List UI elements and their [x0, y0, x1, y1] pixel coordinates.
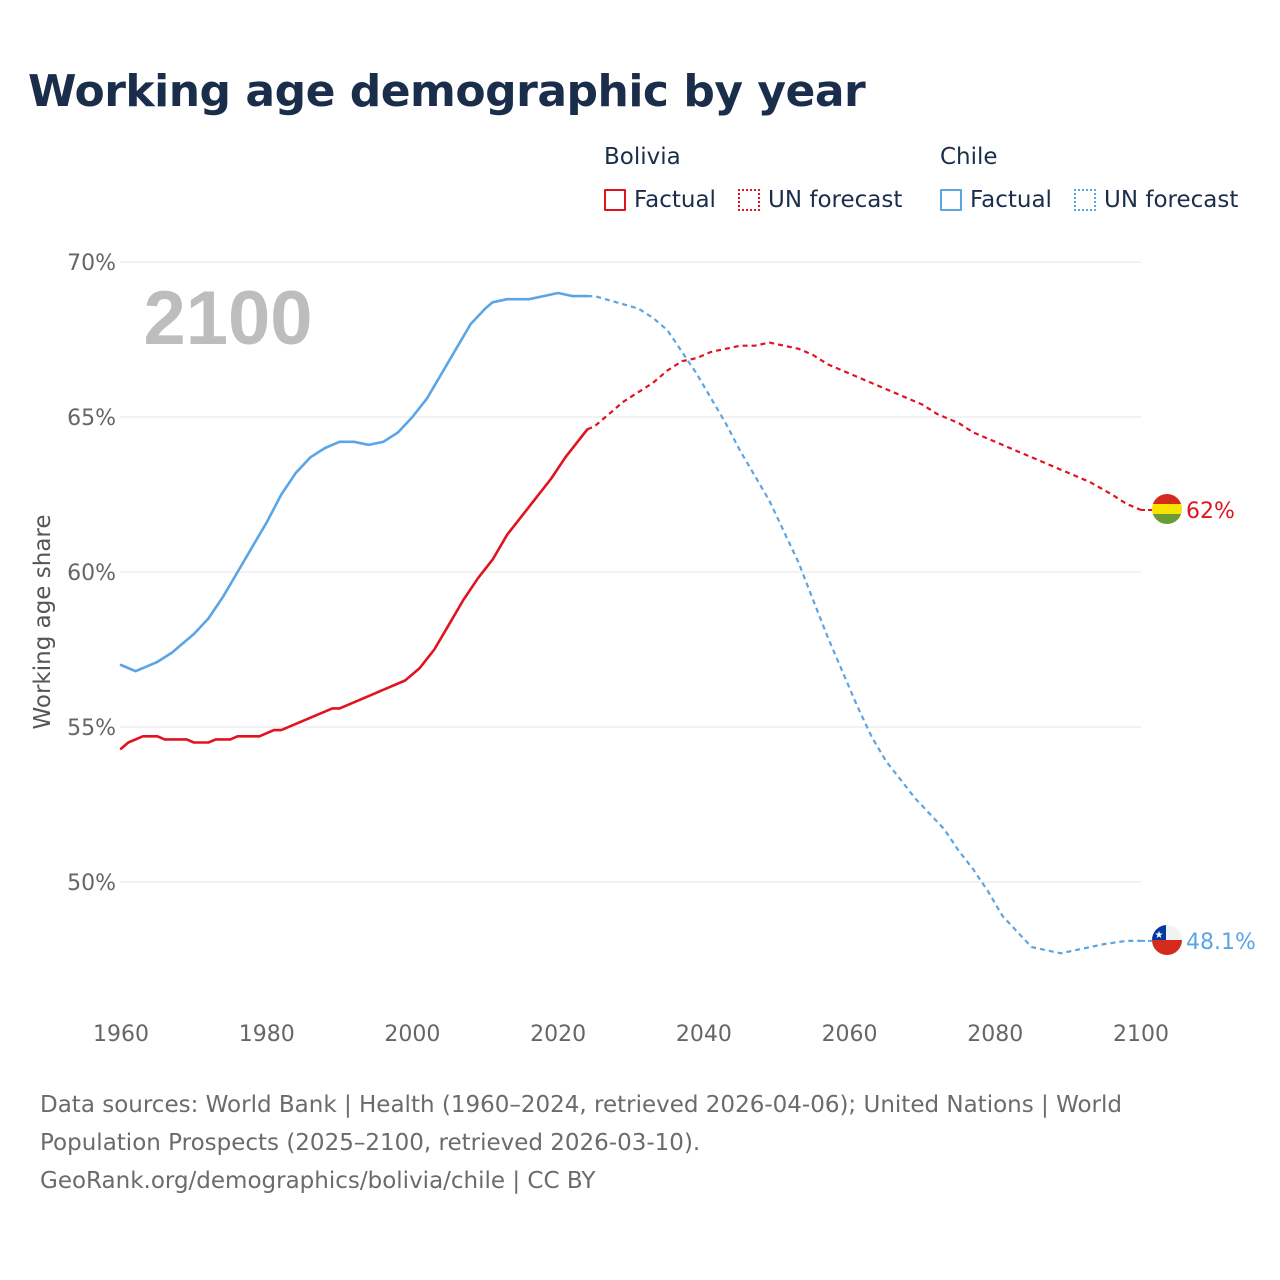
- legend-swatch-bolivia-forecast: [738, 189, 760, 211]
- bolivia-flag-icon: [1152, 494, 1182, 524]
- legend-label-chile-factual: Factual: [970, 187, 1052, 213]
- chart-title: Working age demographic by year: [28, 66, 866, 117]
- x-tick-label: 2100: [1113, 1022, 1169, 1047]
- legend-swatch-chile-factual: [940, 189, 962, 211]
- y-tick-label: 55%: [67, 716, 116, 741]
- y-axis-ticks: 50% 55% 60% 65% 70%: [67, 251, 116, 896]
- chile-flag-icon: ★: [1152, 925, 1182, 955]
- legend-bolivia-forecast[interactable]: UN forecast: [738, 186, 902, 214]
- series-layer: [119, 291, 1152, 955]
- end-flags: ★: [1152, 494, 1182, 955]
- line-chart: 50% 55% 60% 65% 70% 1960 1980 2000 2020 2040 2060…: [30, 251, 1256, 1047]
- footer-attribution: GeoRank.org/demographics/bolivia/chile |…: [40, 1168, 596, 1194]
- x-axis-ticks: 1960 1980 2000 2020 2040 2060 2080 2100: [93, 1022, 1169, 1047]
- end-labels: 62% 48.1%: [1186, 499, 1256, 955]
- x-tick-label: 2080: [967, 1022, 1023, 1047]
- end-label-bolivia: 62%: [1186, 499, 1235, 524]
- legend-group-bolivia: Bolivia: [604, 144, 681, 170]
- x-tick-label: 2020: [530, 1022, 586, 1047]
- y-tick-label: 60%: [67, 561, 116, 586]
- legend-label-bolivia-forecast: UN forecast: [768, 187, 903, 213]
- end-label-chile: 48.1%: [1186, 930, 1256, 955]
- x-tick-label: 2060: [822, 1022, 878, 1047]
- legend-bolivia-factual[interactable]: Factual: [604, 186, 716, 214]
- series-line-chile-factual[interactable]: [119, 291, 589, 673]
- legend-swatch-bolivia-factual: [604, 189, 626, 211]
- legend-chile-forecast[interactable]: UN forecast: [1074, 186, 1238, 214]
- legend-swatch-chile-forecast: [1074, 189, 1096, 211]
- y-tick-label: 70%: [67, 251, 116, 276]
- footer: Data sources: World Bank | Health (1960–…: [40, 1086, 1240, 1200]
- y-tick-label: 50%: [67, 871, 116, 896]
- svg-text:★: ★: [1155, 930, 1164, 941]
- series-line-chile-forecast[interactable]: [587, 295, 1141, 955]
- legend-group-chile: Chile: [940, 144, 998, 170]
- series-line-bolivia-forecast[interactable]: [586, 341, 1142, 512]
- footer-sources-line2: Population Prospects (2025–2100, retriev…: [40, 1130, 701, 1156]
- year-watermark: 2100: [143, 276, 312, 361]
- y-tick-label: 65%: [67, 406, 116, 431]
- x-tick-label: 1960: [93, 1022, 149, 1047]
- legend-label-bolivia-factual: Factual: [634, 187, 716, 213]
- legend-label-chile-forecast: UN forecast: [1104, 187, 1239, 213]
- footer-sources-line1: Data sources: World Bank | Health (1960–…: [40, 1092, 1122, 1118]
- y-axis-label: Working age share: [30, 514, 56, 729]
- x-tick-label: 2040: [676, 1022, 732, 1047]
- x-tick-label: 1980: [239, 1022, 295, 1047]
- x-tick-label: 2000: [384, 1022, 440, 1047]
- legend-chile-factual[interactable]: Factual: [940, 186, 1052, 214]
- series-line-bolivia-factual[interactable]: [119, 428, 589, 750]
